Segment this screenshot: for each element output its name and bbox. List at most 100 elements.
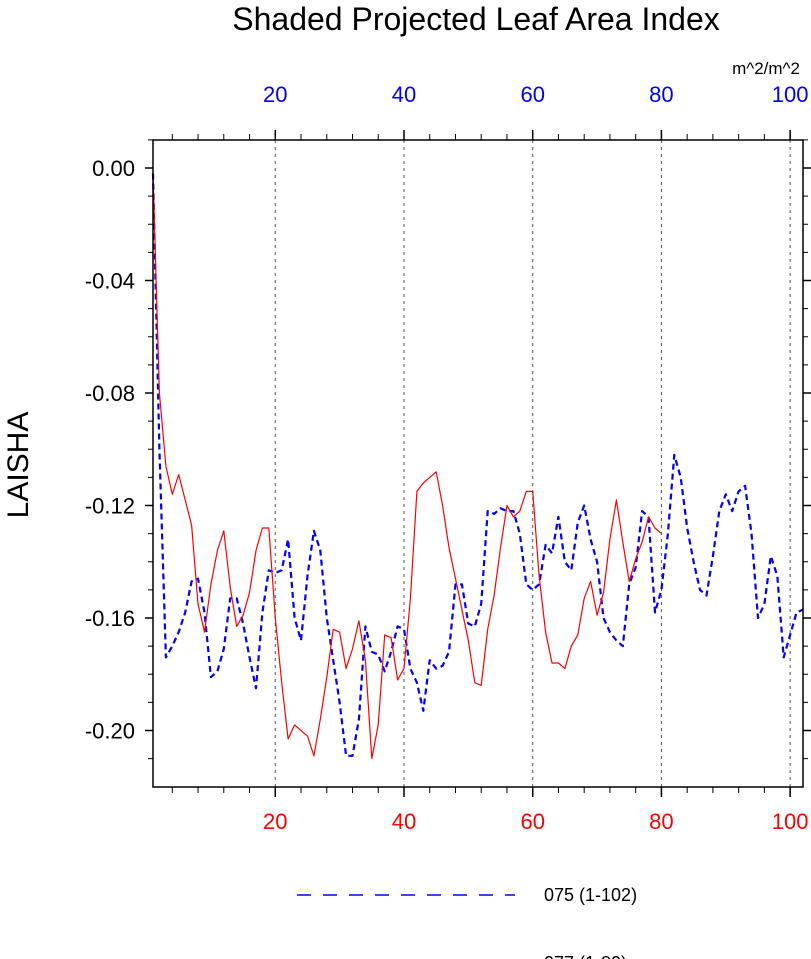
data-point <box>468 640 469 641</box>
data-point <box>551 662 552 663</box>
data-point <box>732 511 733 512</box>
data-point <box>320 719 321 720</box>
data-point <box>629 581 630 582</box>
data-point <box>300 640 301 641</box>
data-point <box>371 651 372 652</box>
data-point <box>391 651 392 652</box>
data-point <box>403 668 404 669</box>
data-point <box>783 657 784 658</box>
data-point <box>178 474 179 475</box>
y-tick-label: -0.20 <box>85 719 135 744</box>
x-tick-label-bottom: 20 <box>263 809 287 834</box>
data-point <box>629 584 630 585</box>
data-point <box>255 688 256 689</box>
data-point <box>243 615 244 616</box>
data-point <box>352 648 353 649</box>
data-point <box>764 603 765 604</box>
x-tick-label-bottom: 80 <box>649 809 673 834</box>
data-point <box>481 685 482 686</box>
data-point <box>294 724 295 725</box>
data-point <box>255 550 256 551</box>
data-point <box>365 660 366 661</box>
data-point <box>654 612 655 613</box>
data-point <box>545 632 546 633</box>
data-point <box>667 533 668 534</box>
data-point <box>204 612 205 613</box>
data-point <box>307 736 308 737</box>
data-point <box>333 660 334 661</box>
data-point <box>661 589 662 590</box>
data-point <box>320 550 321 551</box>
data-point <box>545 544 546 545</box>
data-point <box>165 657 166 658</box>
data-point <box>699 589 700 590</box>
data-point <box>275 572 276 573</box>
data-point <box>281 682 282 683</box>
x-tick-label-top: 20 <box>263 82 287 107</box>
data-point <box>223 648 224 649</box>
data-point <box>687 527 688 528</box>
data-point <box>384 671 385 672</box>
data-point <box>217 550 218 551</box>
data-point <box>796 612 797 613</box>
data-point <box>436 471 437 472</box>
data-point <box>738 491 739 492</box>
y-tick-label: 0.00 <box>92 156 135 181</box>
data-point <box>494 595 495 596</box>
data-point <box>185 612 186 613</box>
data-point <box>326 677 327 678</box>
data-point <box>719 511 720 512</box>
data-point <box>597 615 598 616</box>
data-point <box>558 516 559 517</box>
data-point <box>236 598 237 599</box>
data-point <box>384 634 385 635</box>
data-point <box>680 477 681 478</box>
data-point <box>288 738 289 739</box>
data-point <box>358 719 359 720</box>
data-point <box>622 646 623 647</box>
data-point <box>725 494 726 495</box>
legend: 075 (1-102) 077 (1-80) <box>297 885 637 959</box>
data-point <box>519 511 520 512</box>
data-point <box>757 617 758 618</box>
data-point <box>481 603 482 604</box>
data-point <box>590 581 591 582</box>
data-point <box>249 592 250 593</box>
data-point <box>616 640 617 641</box>
data-point <box>300 730 301 731</box>
data-point <box>197 603 198 604</box>
data-point <box>313 530 314 531</box>
data-point <box>455 578 456 579</box>
data-point <box>571 646 572 647</box>
legend-label: 075 (1-102) <box>544 885 637 905</box>
data-point <box>532 491 533 492</box>
data-point <box>532 589 533 590</box>
data-point <box>210 677 211 678</box>
data-point <box>423 710 424 711</box>
data-point <box>584 505 585 506</box>
data-point <box>468 623 469 624</box>
data-point <box>494 513 495 514</box>
data-point <box>506 505 507 506</box>
data-point <box>577 634 578 635</box>
series-075-line <box>151 173 804 757</box>
data-point <box>365 626 366 627</box>
data-point <box>268 570 269 571</box>
data-point <box>416 491 417 492</box>
data-point <box>294 617 295 618</box>
data-point <box>597 561 598 562</box>
data-point <box>455 584 456 585</box>
series-lines <box>151 173 804 760</box>
data-point <box>397 679 398 680</box>
data-point <box>172 646 173 647</box>
data-point <box>159 392 160 393</box>
data-point <box>178 632 179 633</box>
data-point <box>622 542 623 543</box>
data-point <box>474 626 475 627</box>
plot-frame <box>152 139 804 788</box>
data-point <box>513 511 514 512</box>
data-point <box>770 556 771 557</box>
series-077-line <box>152 173 662 760</box>
data-point <box>616 499 617 500</box>
